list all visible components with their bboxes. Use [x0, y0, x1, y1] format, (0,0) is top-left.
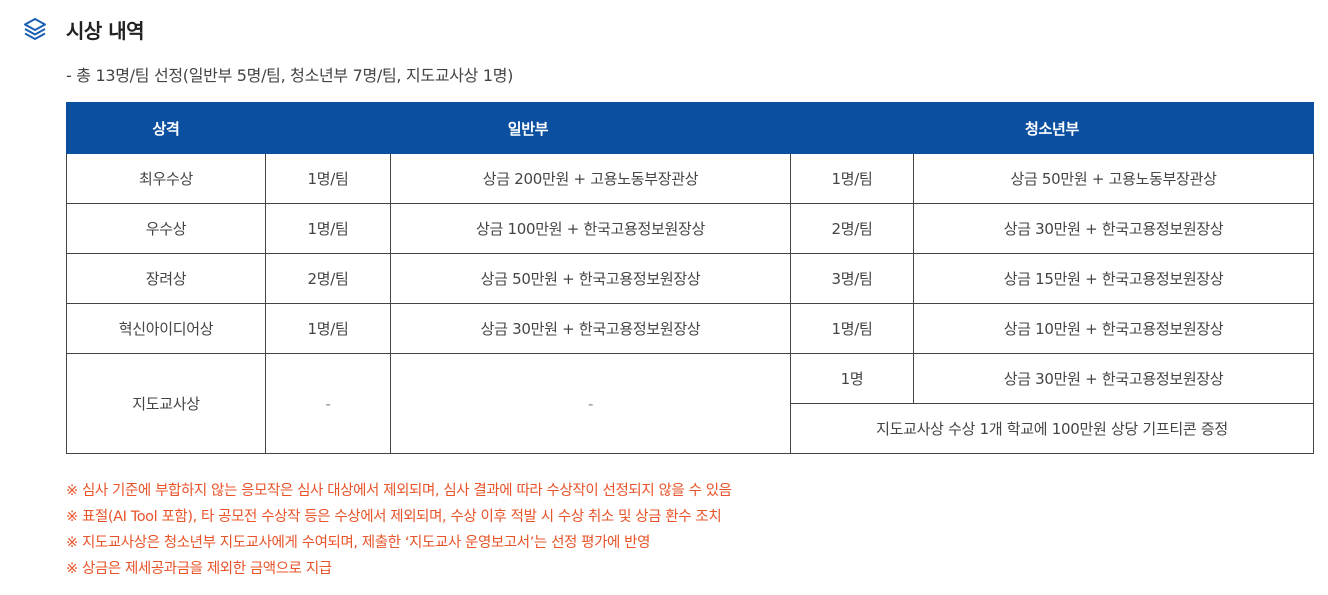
youth-count: 1명/팀 — [790, 303, 915, 354]
note-item: ※ 표절(AI Tool 포함), 타 공모전 수상작 등은 수상에서 제외되며… — [66, 509, 722, 525]
section-header: 시상 내역 — [22, 14, 145, 44]
youth-prize: 상금 30만원 + 한국고용정보원장상 — [913, 203, 1315, 254]
table-row-teacher-school: 지도교사상 수상 1개 학교에 100만원 상당 기프티콘 증정 — [67, 403, 1315, 454]
header-award: 상격 — [66, 102, 266, 154]
general-count: - — [265, 353, 391, 454]
award-name: 최우수상 — [66, 153, 266, 204]
youth-prize: 상금 30만원 + 한국고용정보원장상 — [913, 353, 1315, 404]
youth-prize: 상금 50만원 + 고용노동부장관상 — [913, 153, 1315, 204]
general-prize: 상금 30만원 + 한국고용정보원장상 — [389, 303, 792, 354]
table-row-teacher: 지도교사상 - - 1명 상금 30만원 + 한국고용정보원장상 — [66, 353, 1315, 454]
award-name: 혁신아이디어상 — [66, 303, 266, 354]
table-header-row: 상격 일반부 청소년부 — [66, 102, 1315, 154]
award-name: 지도교사상 — [66, 353, 266, 454]
youth-count: 2명/팀 — [790, 203, 915, 254]
note-item: ※ 상금은 제세공과금을 제외한 금액으로 지급 — [66, 561, 332, 577]
note-item: ※ 심사 기준에 부합하지 않는 응모작은 심사 대상에서 제외되며, 심사 결… — [66, 483, 732, 499]
general-count: 1명/팀 — [265, 303, 391, 354]
layers-icon — [24, 18, 46, 40]
general-prize: 상금 200만원 + 고용노동부장관상 — [389, 153, 792, 204]
general-count: 1명/팀 — [265, 203, 391, 254]
award-name: 장려상 — [66, 253, 266, 304]
table-row: 혁신아이디어상 1명/팀 상금 30만원 + 한국고용정보원장상 1명/팀 상금… — [66, 303, 1315, 354]
award-table: 상격 일반부 청소년부 최우수상 1명/팀 상금 200만원 + 고용노동부장관… — [66, 102, 1315, 454]
table-row: 우수상 1명/팀 상금 100만원 + 한국고용정보원장상 2명/팀 상금 30… — [66, 203, 1315, 254]
general-prize: 상금 50만원 + 한국고용정보원장상 — [389, 253, 792, 304]
general-count: 1명/팀 — [265, 153, 391, 204]
general-prize: 상금 100만원 + 한국고용정보원장상 — [389, 203, 792, 254]
table-row: 최우수상 1명/팀 상금 200만원 + 고용노동부장관상 1명/팀 상금 50… — [66, 153, 1315, 204]
table-row: 장려상 2명/팀 상금 50만원 + 한국고용정보원장상 3명/팀 상금 15만… — [66, 253, 1315, 304]
youth-prize: 상금 15만원 + 한국고용정보원장상 — [913, 253, 1315, 304]
selection-summary: - 총 13명/팀 선정(일반부 5명/팀, 청소년부 7명/팀, 지도교사상 … — [66, 66, 514, 85]
youth-count: 1명/팀 — [790, 153, 915, 204]
youth-count: 1명 — [790, 353, 915, 404]
general-count: 2명/팀 — [265, 253, 391, 304]
youth-prize: 상금 10만원 + 한국고용정보원장상 — [913, 303, 1315, 354]
header-general: 일반부 — [264, 102, 792, 154]
notes: ※ 심사 기준에 부합하지 않는 응모작은 심사 대상에서 제외되며, 심사 결… — [66, 478, 732, 582]
note-item: ※ 지도교사상은 청소년부 지도교사에게 수여되며, 제출한 ‘지도교사 운영보… — [66, 535, 651, 551]
section-title: 시상 내역 — [66, 18, 145, 43]
youth-count: 3명/팀 — [790, 253, 915, 304]
general-prize: - — [389, 353, 792, 454]
school-prize: 지도교사상 수상 1개 학교에 100만원 상당 기프티콘 증정 — [790, 403, 1315, 454]
header-youth: 청소년부 — [790, 102, 1315, 154]
award-name: 우수상 — [66, 203, 266, 254]
